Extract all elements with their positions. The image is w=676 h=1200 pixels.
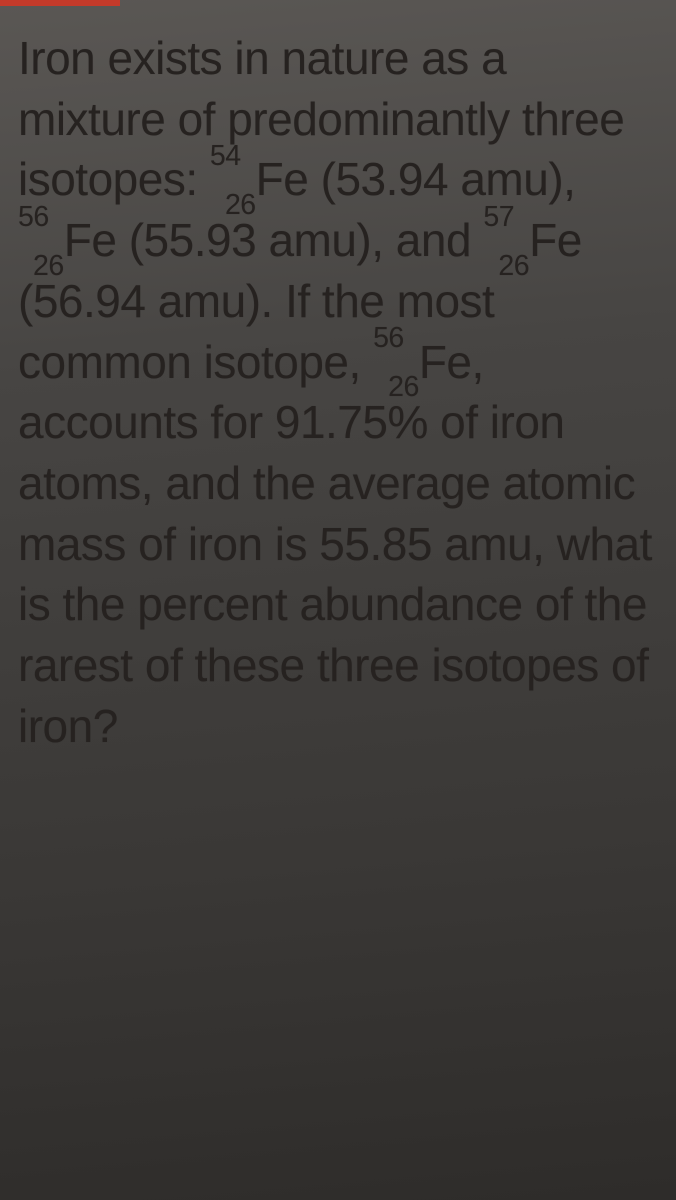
element-symbol: Fe [529,214,582,266]
text-segment: (53.94 amu), [308,153,575,205]
mass-number: 56 [373,322,404,354]
mass-number: 57 [483,201,514,233]
mass-number: 56 [18,201,49,233]
text-segment: , accounts for 91.75% of iron atoms, and… [18,336,652,752]
element-symbol: Fe [419,336,472,388]
text-segment: (55.93 amu), and [116,214,483,266]
mass-number: 54 [210,140,241,172]
element-symbol: Fe [64,214,117,266]
atomic-number: 26 [225,189,256,221]
element-symbol: Fe [256,153,309,205]
accent-bar [0,0,120,6]
question-text: Iron exists in nature as a mixture of pr… [18,28,658,757]
atomic-number: 26 [498,250,529,282]
atomic-number: 26 [33,250,64,282]
atomic-number: 26 [388,371,419,403]
